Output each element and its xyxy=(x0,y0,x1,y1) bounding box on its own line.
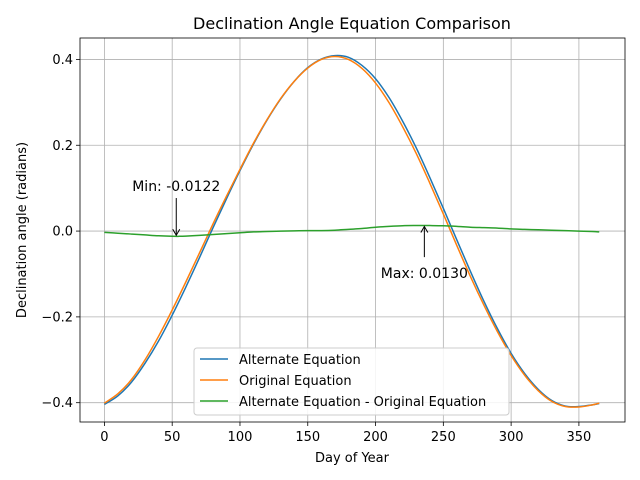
x-tick-label: 200 xyxy=(363,430,388,445)
y-tick-label: −0.2 xyxy=(41,310,73,325)
y-tick-label: 0.4 xyxy=(52,53,73,68)
legend-label: Original Equation xyxy=(239,374,352,389)
annotations: Min: -0.0122 Max: 0.0130 xyxy=(132,179,468,282)
series-line-0 xyxy=(103,54,600,408)
x-tick-label: 50 xyxy=(164,430,181,445)
x-axis-label: Day of Year xyxy=(315,451,390,466)
x-tick-label: 300 xyxy=(499,430,524,445)
series-lines xyxy=(103,54,600,408)
x-axis: 0 50 100 150 200 250 300 350 xyxy=(100,422,591,445)
annotation-label: Max: 0.0130 xyxy=(381,266,468,282)
legend-label: Alternate Equation xyxy=(239,353,361,368)
y-tick-label: 0.0 xyxy=(52,225,73,240)
plot-frame xyxy=(79,37,626,423)
annotation-arrowhead xyxy=(420,225,429,233)
legend-box xyxy=(193,347,510,416)
x-tick-label: 100 xyxy=(228,430,253,445)
x-tick-label: 0 xyxy=(100,430,108,445)
series-line-1 xyxy=(103,55,600,408)
legend-label: Alternate Equation - Original Equation xyxy=(239,395,486,410)
series-line-2 xyxy=(104,224,600,238)
y-axis-label: Declination angle (radians) xyxy=(15,142,30,318)
x-tick-label: 150 xyxy=(295,430,320,445)
y-tick-label: −0.4 xyxy=(41,396,73,411)
chart-title: Declination Angle Equation Comparison xyxy=(193,14,511,33)
legend: Alternate Equation Original Equation Alter… xyxy=(193,347,510,416)
annotation-label: Min: -0.0122 xyxy=(132,179,220,195)
x-tick-label: 350 xyxy=(566,430,591,445)
y-tick-label: 0.2 xyxy=(52,139,73,154)
x-tick-label: 250 xyxy=(431,430,456,445)
annotation-arrowhead xyxy=(172,229,181,237)
y-axis: −0.4 −0.2 0.0 0.2 0.4 xyxy=(41,53,80,411)
